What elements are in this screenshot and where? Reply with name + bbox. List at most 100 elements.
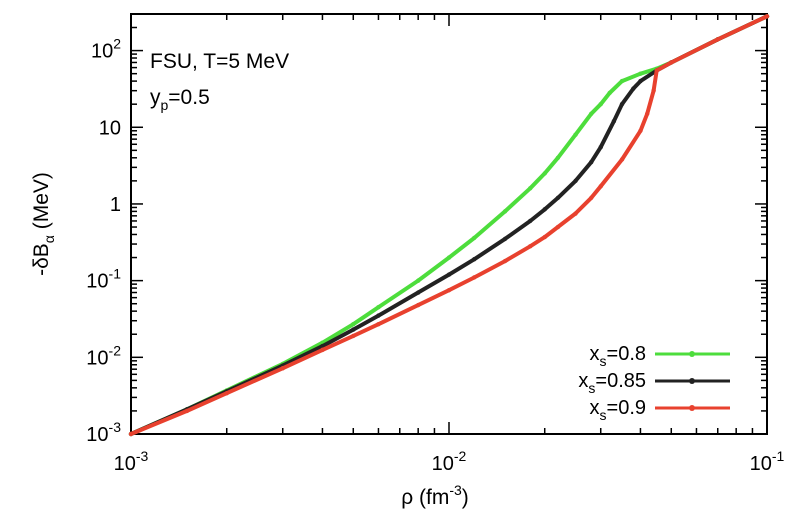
series-2-point [619,157,625,162]
legend-label-2-base: x [590,397,600,419]
series-1-point [471,257,477,262]
legend-label-2-sub: s [600,407,607,423]
series-2-point [351,333,356,339]
x-tick-label: 10-2 [432,448,467,475]
series-1-point [638,78,643,84]
series-2-point [588,195,594,201]
series-2-point [224,391,229,396]
x-tick-label-sup: -1 [772,448,785,464]
series-line-1 [129,14,769,436]
y-tick-label: 10-2 [86,342,121,369]
series-2-point [128,431,134,437]
series-1-point [446,272,452,277]
series-2-point [555,224,561,230]
x-axis-label-base: ρ (fm [401,486,449,509]
x-tick-label: 10-3 [114,448,149,475]
series-layer [128,14,770,437]
legend-label-0-sub: s [600,353,607,369]
series-0-point [542,171,547,176]
series-2-point [471,275,477,280]
x-tick-label: 10-1 [750,448,785,475]
series-2-point [598,184,603,189]
series-2-point [669,60,674,65]
x-axis-label-sup: -3 [449,482,462,498]
series-1-point [619,101,625,107]
y-tick-label-base: 10 [86,424,108,446]
legend-label-2: xs=0.9 [590,397,646,423]
y-axis-label: -δBα (MeV) [30,172,57,276]
series-2-point [715,37,720,42]
annotation-proton-fraction: yp=0.5 [150,86,210,113]
series-line-2 [129,14,769,436]
series-0-point [573,132,578,137]
series-1-point [542,207,547,212]
series-2-point [542,234,547,240]
series-1-point [502,236,508,242]
legend-swatch-point-1 [689,378,695,384]
y-tick-label-sup: -3 [109,419,122,435]
legend: xs=0.8 xs=0.85 xs=0.9 [578,343,730,423]
annotation-proton-fraction-tail: =0.5 [168,86,209,109]
annotation-proton-fraction-sub: p [161,97,169,113]
y-tick-label: 10 [99,117,121,139]
y-tick-label-base: 10 [86,271,108,293]
y-axis-label-tail: (MeV) [30,172,53,235]
y-tick-label-sup: -2 [109,342,122,358]
series-0-point [446,255,452,260]
series-1-point [573,178,578,184]
series-2-point [638,128,643,133]
x-axis-label-tail: ) [462,486,469,509]
series-2-point [320,347,325,353]
legend-swatch-point-0 [689,351,695,357]
legend-label-0-tail: =0.8 [607,343,646,365]
legend-label-1-base: x [578,370,588,392]
series-2-point [651,88,656,93]
series-0-point [588,111,594,116]
series-1-point [598,144,603,150]
series-1-point [320,343,325,349]
series-1-point [351,327,356,332]
x-axis-label: ρ (fm-3) [401,482,469,509]
annotation-model: FSU, T=5 MeV [150,50,289,73]
plot-frame [130,13,768,435]
series-0-point [376,305,381,310]
series-line-0 [129,14,769,436]
legend-swatch-point-2 [689,405,695,411]
legend-swatches [655,351,730,411]
y-tick-label: 10-3 [86,419,121,446]
series-0-point [527,186,533,191]
series-2-point [764,14,770,19]
legend-label-0-base: x [590,343,600,365]
series-0-point [502,209,508,214]
y-tick-label: 1 [110,194,121,216]
series-2-point [446,288,452,293]
series-2-point [644,111,650,116]
x-tick-label-base: 10 [432,453,454,475]
y-tick-label-sup: 2 [113,36,121,52]
series-0-point [555,155,561,160]
x-tick-label-sup: -3 [136,448,149,464]
series-2-point [376,322,381,327]
series-1-point [588,160,594,165]
series-2-point [502,258,508,264]
series-1-point [415,290,421,295]
legend-label-1-sub: s [588,380,595,396]
legend-label-1: xs=0.85 [578,370,646,396]
series-0-point [619,78,625,84]
y-tick-label-base: 10 [91,41,113,63]
y-tick-label-base: 10 [99,117,121,139]
legend-label-1-tail: =0.85 [595,370,646,392]
series-2-point [280,366,285,371]
legend-label-0: xs=0.8 [590,343,646,369]
series-1-point [631,86,636,91]
x-tick-label-sup: -2 [454,448,467,464]
y-tick-label-base: 10 [86,347,108,369]
series-0-point [607,90,612,96]
y-axis-label-sub: α [41,235,57,243]
series-2-point [573,211,578,216]
series-0-point [598,101,603,107]
y-tick-label-base: 1 [110,194,121,216]
series-1-point [527,218,533,224]
series-1-point [376,313,381,318]
